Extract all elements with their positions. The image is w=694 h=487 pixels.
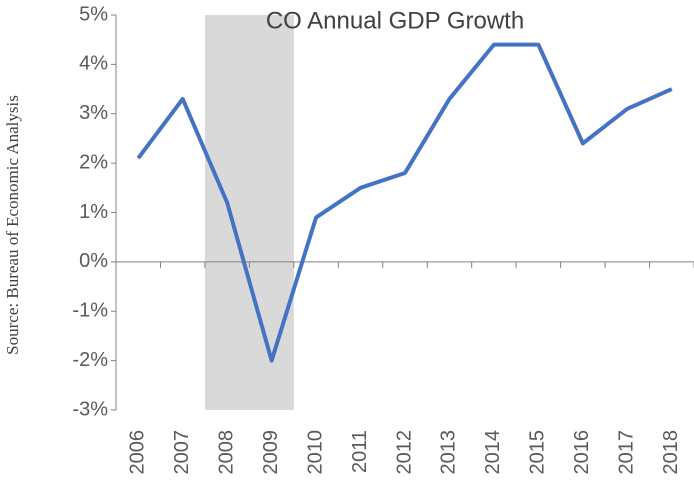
y-tick-label: 2%	[79, 151, 108, 173]
y-tick-label: -2%	[72, 349, 108, 371]
x-tick-label: 2017	[616, 430, 638, 475]
shaded-region	[204, 15, 294, 410]
x-tick-label: 2015	[527, 430, 549, 475]
y-tick-label: 5%	[79, 3, 108, 25]
x-tick-label: 2016	[571, 430, 593, 475]
x-tick-label: 2011	[349, 430, 371, 473]
y-tick-label: -1%	[72, 300, 108, 322]
y-tick-label: -3%	[72, 398, 108, 420]
x-tick-label: 2009	[260, 430, 282, 475]
y-tick-label: 1%	[79, 201, 108, 223]
x-tick-label: 2014	[482, 430, 504, 475]
x-tick-label: 2012	[393, 430, 415, 475]
x-tick-label: 2018	[660, 430, 682, 475]
chart-title: CO Annual GDP Growth	[266, 7, 524, 34]
y-tick-label: 4%	[79, 53, 108, 75]
y-tick-label: 0%	[79, 250, 108, 272]
x-tick-label: 2010	[304, 430, 326, 475]
y-tick-label: 3%	[79, 102, 108, 124]
x-tick-label: 2007	[171, 430, 193, 475]
line-series	[136, 42, 673, 363]
x-tick-label: 2008	[215, 430, 237, 475]
x-tick-label: 2013	[438, 430, 460, 475]
y-axis-label: Source: Bureau of Economic Analysis	[3, 95, 22, 355]
x-tick-label: 2006	[127, 430, 149, 475]
